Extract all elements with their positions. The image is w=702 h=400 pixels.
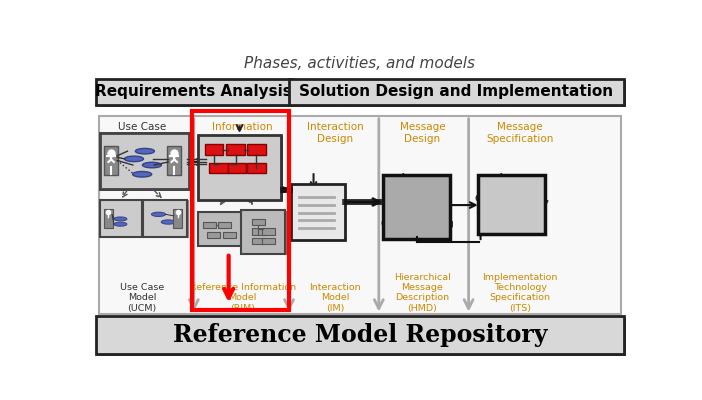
Text: Use Case
Analysis: Use Case Analysis (118, 122, 166, 144)
FancyBboxPatch shape (241, 210, 285, 254)
FancyBboxPatch shape (478, 174, 545, 234)
FancyBboxPatch shape (101, 200, 144, 238)
FancyBboxPatch shape (101, 134, 190, 190)
FancyBboxPatch shape (251, 219, 265, 226)
Text: Requirements Analysis: Requirements Analysis (95, 84, 292, 99)
FancyBboxPatch shape (199, 136, 283, 201)
FancyBboxPatch shape (385, 176, 452, 240)
Text: Reference Model Repository: Reference Model Repository (173, 323, 547, 347)
FancyBboxPatch shape (481, 176, 548, 235)
FancyBboxPatch shape (383, 174, 450, 239)
FancyBboxPatch shape (103, 209, 113, 228)
Ellipse shape (135, 148, 154, 154)
FancyBboxPatch shape (293, 185, 346, 241)
Text: Message
Design: Message Design (399, 122, 445, 144)
Text: 1-n Order
choice of
0-n Drug
0-1 Nursing: 1-n Order choice of 0-n Drug 0-1 Nursing (380, 184, 453, 229)
Ellipse shape (114, 217, 127, 221)
FancyBboxPatch shape (167, 146, 181, 175)
FancyBboxPatch shape (227, 163, 246, 173)
Ellipse shape (152, 212, 166, 216)
FancyBboxPatch shape (145, 200, 189, 238)
FancyBboxPatch shape (198, 212, 241, 246)
FancyBboxPatch shape (289, 79, 623, 105)
Text: ER7,
CORBA/OLE,
SGML/XML,
EDIFACT: ER7, CORBA/OLE, SGML/XML, EDIFACT (475, 182, 550, 227)
FancyBboxPatch shape (263, 238, 275, 244)
Text: Information
Analysis: Information Analysis (213, 122, 273, 144)
FancyBboxPatch shape (198, 135, 282, 200)
FancyBboxPatch shape (143, 200, 187, 237)
FancyBboxPatch shape (98, 318, 626, 356)
Ellipse shape (124, 156, 143, 162)
FancyBboxPatch shape (209, 163, 227, 173)
FancyBboxPatch shape (100, 133, 189, 189)
FancyBboxPatch shape (96, 79, 292, 105)
FancyBboxPatch shape (207, 232, 220, 238)
FancyBboxPatch shape (104, 146, 118, 175)
FancyBboxPatch shape (263, 228, 275, 235)
Text: Solution Design and Implementation: Solution Design and Implementation (299, 84, 614, 99)
FancyBboxPatch shape (291, 184, 345, 240)
FancyBboxPatch shape (199, 213, 244, 247)
Text: Phases, activities, and models: Phases, activities, and models (244, 56, 475, 71)
FancyBboxPatch shape (223, 232, 237, 238)
FancyBboxPatch shape (96, 316, 623, 354)
Ellipse shape (161, 220, 176, 224)
Text: Interaction
Model
(IM): Interaction Model (IM) (310, 283, 361, 313)
Ellipse shape (143, 162, 161, 168)
FancyBboxPatch shape (247, 144, 265, 155)
FancyBboxPatch shape (247, 163, 265, 173)
FancyBboxPatch shape (98, 80, 295, 106)
Text: Hierarchical
Message
Description
(HMD): Hierarchical Message Description (HMD) (394, 273, 451, 313)
Text: Interaction
Design: Interaction Design (307, 122, 364, 144)
Text: Use Case
Model
(UCM): Use Case Model (UCM) (120, 283, 164, 313)
FancyBboxPatch shape (100, 200, 142, 237)
Text: Reference Information
Model
(RIM): Reference Information Model (RIM) (190, 283, 296, 313)
Ellipse shape (114, 222, 127, 226)
Text: Implementation
Technology
Specification
(ITS): Implementation Technology Specification … (482, 273, 558, 313)
Text: Message
Specification: Message Specification (486, 122, 554, 144)
FancyBboxPatch shape (98, 116, 621, 314)
FancyBboxPatch shape (251, 238, 265, 244)
FancyBboxPatch shape (203, 222, 216, 228)
FancyBboxPatch shape (251, 228, 265, 235)
FancyBboxPatch shape (292, 80, 626, 106)
Ellipse shape (133, 172, 152, 177)
FancyBboxPatch shape (205, 144, 223, 155)
FancyBboxPatch shape (218, 222, 231, 228)
FancyBboxPatch shape (243, 211, 287, 255)
FancyBboxPatch shape (227, 144, 245, 155)
FancyBboxPatch shape (173, 209, 183, 228)
